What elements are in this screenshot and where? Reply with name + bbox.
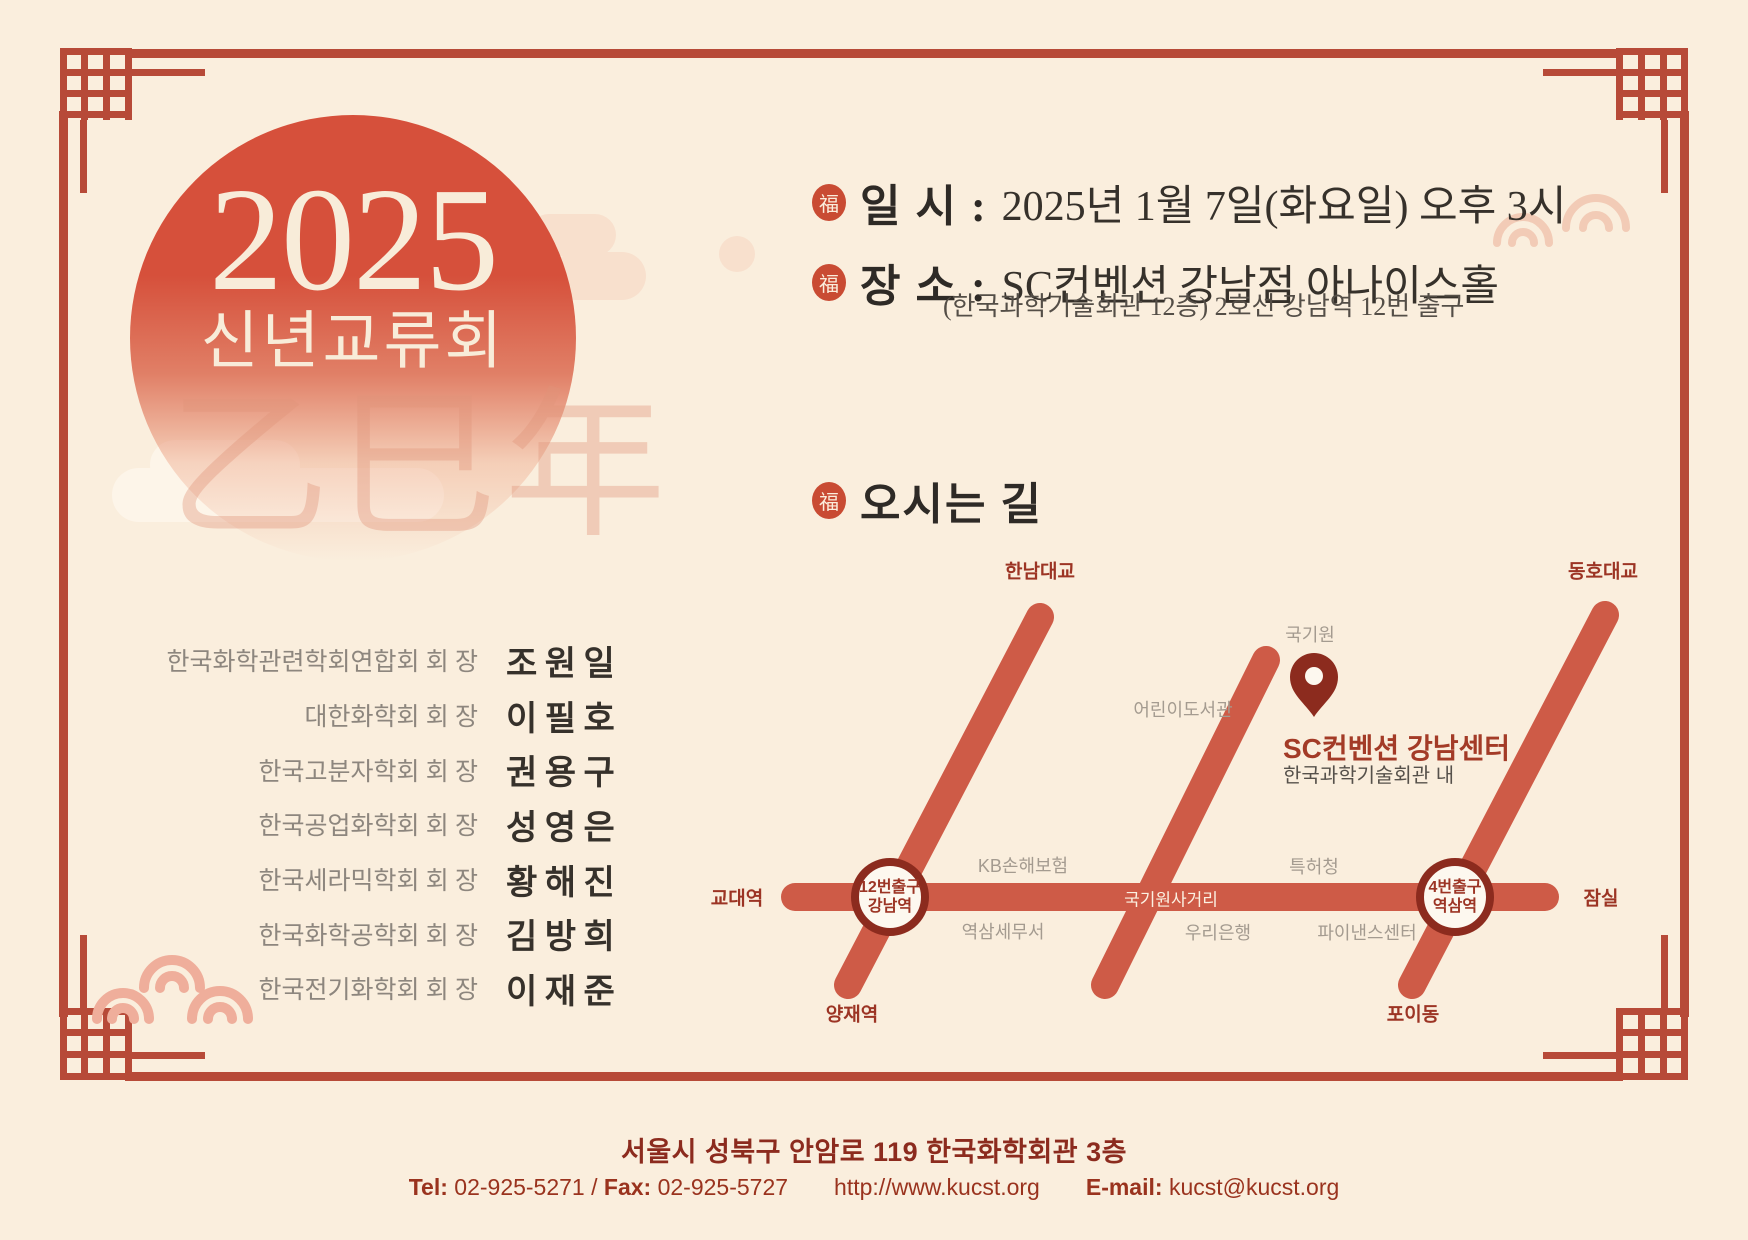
fortune-badge-icon: 福 (812, 263, 846, 301)
date-label: 일 시 : (860, 182, 988, 231)
map-destination-subtitle: 한국과학기술회관 내 (1283, 765, 1455, 787)
frame-border (59, 48, 1689, 1081)
tel-value: 02-925-5271 (454, 1174, 585, 1200)
station-circle-gangnam (851, 858, 929, 936)
president-org: 한국세라믹학회 회 장 (258, 868, 478, 896)
map-label-hannam-bridge: 한남대교 (1005, 561, 1075, 583)
fortune-badge-icon: 福 (812, 183, 846, 221)
venue-row: 福 장 소 : SC컨벤션 강남점 아나이스홀 (812, 250, 1499, 314)
fax-value: 02-925-5727 (657, 1174, 789, 1200)
footer-tel-fax: Tel: 02-925-5271 / Fax: 02-925-5727 (409, 1174, 788, 1201)
corner-lattice-top-left (60, 48, 205, 193)
map-label-children-library: 어린이도서관 (1133, 700, 1233, 720)
map-label-gukgiwon: 국기원 (1285, 625, 1335, 645)
president-name: 김방희 (506, 919, 623, 957)
station-name: 강남역 (867, 898, 913, 915)
footer-contact-line: Tel: 02-925-5271 / Fax: 02-925-5727 http… (0, 1174, 1748, 1201)
map-destination-title: SC컨벤션 강남센터 (1283, 733, 1510, 764)
station-circle-yeoksam (1416, 858, 1494, 936)
president-org: 한국화학관련학회연합회 회 장 (166, 649, 478, 677)
wave-ornament-top-right (1493, 194, 1630, 247)
fax-label: Fax: (603, 1174, 652, 1200)
station-badge-gangnam: 12번출구 강남역 (859, 878, 921, 916)
president-name: 권용구 (506, 755, 623, 793)
president-org: 한국화학공학회 회 장 (258, 922, 478, 950)
footer-url: http://www.kucst.org (834, 1174, 1040, 1200)
corner-lattice-bottom-right (1543, 935, 1688, 1080)
poster-year: 2025 (209, 158, 499, 322)
road-diagonal-gukgiwon (1091, 646, 1280, 999)
president-name: 성영은 (506, 809, 623, 847)
map-label-dongho-bridge: 동호대교 (1568, 561, 1638, 583)
map-label-yangjae-station: 양재역 (825, 1004, 879, 1026)
map-label-finance-center: 파이낸스센터 (1317, 923, 1417, 943)
map-label-kb-insurance: KB손해보험 (977, 856, 1069, 876)
new-year-sun-circle (130, 115, 576, 561)
email-value: kucst@kucst.org (1168, 1174, 1340, 1200)
corner-lattice-top-right (1543, 48, 1688, 193)
president-org: 한국전기화학회 회 장 (258, 977, 478, 1005)
location-pin-icon (1290, 653, 1338, 717)
station-badge-yeoksam: 4번출구 역삼역 (1428, 878, 1481, 916)
map-label-gyodae-station: 교대역 (710, 888, 764, 910)
president-name: 이재준 (506, 973, 623, 1011)
president-name: 황해진 (506, 864, 623, 902)
date-value: 2025년 1월 7일(화요일) 오후 3시 (1001, 183, 1567, 230)
president-org: 대한화학회 회 장 (304, 704, 478, 732)
station-exit: 4번출구 (1428, 879, 1482, 896)
map-label-poi-dong: 포이동 (1386, 1004, 1440, 1026)
station-exit: 12번출구 (859, 879, 921, 896)
map-label-gukgiwon-intersection: 국기원사거리 (1124, 890, 1218, 910)
president-org: 한국공업화학회 회 장 (258, 813, 478, 841)
venue-label: 장 소 : (860, 262, 988, 311)
footer-email: E-mail: kucst@kucst.org (1086, 1174, 1339, 1201)
map-label-patent-office: 특허청 (1289, 857, 1339, 877)
zodiac-year-watermark: 乙巳年 (168, 379, 672, 558)
map-label-tax-office: 역삼세무서 (961, 922, 1045, 942)
slash-separator: / (591, 1174, 598, 1200)
venue-value: SC컨벤션 강남점 아나이스홀 (1001, 263, 1500, 310)
date-row: 福 일 시 : 2025년 1월 7일(화요일) 오후 3시 (812, 170, 1566, 234)
fortune-badge-icon: 福 (812, 481, 846, 519)
president-name: 조원일 (506, 645, 623, 683)
directions-title: 오시는 길 (860, 480, 1043, 529)
wave-ornament-bottom-left (92, 955, 253, 1024)
email-label: E-mail: (1085, 1174, 1163, 1200)
venue-note: (한국과학기술회관 12층) 2호선 강남역 12번 출구 (943, 292, 1465, 321)
map-label-woori-bank: 우리은행 (1184, 923, 1252, 943)
president-name: 이필호 (506, 700, 623, 738)
station-name: 역삼역 (1432, 898, 1478, 915)
directions-row: 福 오시는 길 (812, 468, 1043, 532)
tel-label: Tel: (408, 1174, 448, 1200)
poster-title: 신년교류회 (200, 306, 506, 377)
footer-address: 서울시 성북구 안암로 119 한국화학회관 3층 (620, 1137, 1128, 1167)
president-org: 한국고분자학회 회 장 (258, 758, 478, 786)
map-label-jamsil: 잠실 (1583, 888, 1619, 910)
presidents-list: 한국화학관련학회연합회 회 장 조원일 대한화학회 회 장 이필호 한국고분자학… (138, 633, 706, 1016)
